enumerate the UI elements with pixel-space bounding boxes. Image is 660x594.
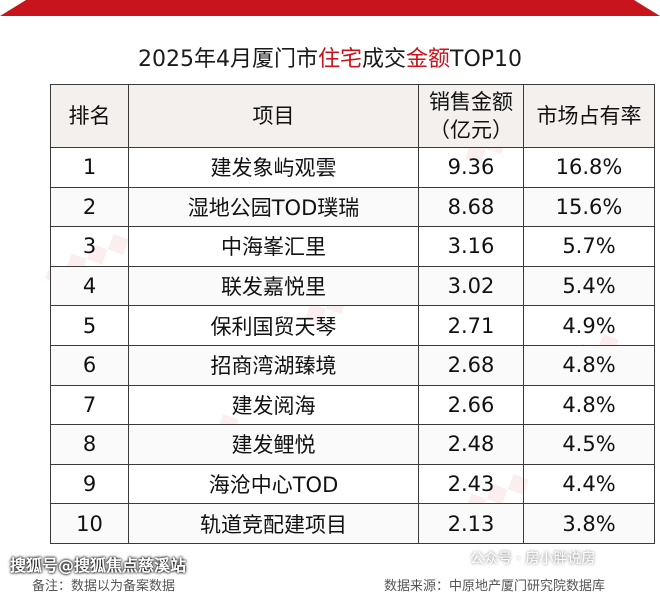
share-cell: 4.9%	[523, 305, 655, 346]
sales-cell: 8.68	[418, 186, 524, 228]
title-part3: 成交	[361, 47, 406, 72]
share-cell: 15.6%	[523, 186, 655, 228]
share-cell: 4.8%	[523, 384, 655, 426]
header-sales: 销售金额 （亿元）	[418, 84, 524, 148]
sales-cell: 2.68	[418, 344, 524, 386]
rank-cell: 2	[50, 186, 129, 228]
rank-cell: 7	[50, 384, 129, 426]
header-rank: 排名	[50, 84, 129, 148]
project-cell: 海沧中心TOD	[128, 463, 419, 505]
watermark-caption-left: 搜狐号@搜狐焦点慈溪站	[10, 556, 187, 575]
share-cell: 5.7%	[523, 226, 655, 267]
share-cell: 3.8%	[523, 503, 655, 544]
table-row: 6 招商湾湖臻境 2.68 4.8%	[50, 344, 655, 386]
share-cell: 4.4%	[523, 463, 655, 505]
banner-corner-right	[634, 0, 660, 16]
project-cell: 保利国贸天琴	[128, 305, 419, 346]
title-part4: 金额	[406, 47, 451, 72]
table-row: 10 轨道竞配建项目 2.13 3.8%	[50, 503, 655, 544]
page-title: 2025年4月厦门市住宅成交金额TOP10	[0, 40, 660, 80]
sales-cell: 2.13	[418, 503, 524, 544]
rank-cell: 6	[50, 344, 129, 386]
table-header-row: 排名 项目 销售金额 （亿元） 市场占有率	[50, 84, 655, 148]
table-row: 8 建发鲤悦 2.48 4.5%	[50, 424, 655, 465]
project-cell: 招商湾湖臻境	[128, 344, 419, 386]
sales-cell: 2.71	[418, 305, 524, 346]
title-part2: 住宅	[317, 47, 362, 72]
project-cell: 联发嘉悦里	[128, 265, 419, 307]
header-share: 市场占有率	[523, 84, 655, 148]
title-part5: TOP10	[450, 47, 523, 72]
banner-corner-left	[0, 0, 26, 16]
header-project: 项目	[128, 84, 419, 148]
table-row: 3 中海峯汇里 3.16 5.7%	[50, 226, 655, 267]
rank-cell: 5	[50, 305, 129, 346]
share-cell: 4.5%	[523, 424, 655, 465]
project-cell: 建发象屿观雲	[128, 147, 419, 188]
top-banner	[0, 0, 660, 26]
table-row: 4 联发嘉悦里 3.02 5.4%	[50, 265, 655, 307]
banner-stripe	[26, 0, 634, 16]
table-row: 9 海沧中心TOD 2.43 4.4%	[50, 463, 655, 505]
rank-cell: 10	[50, 503, 129, 544]
rank-cell: 1	[50, 147, 129, 188]
table-row: 7 建发阅海 2.66 4.8%	[50, 384, 655, 426]
sales-cell: 2.48	[418, 424, 524, 465]
rank-cell: 8	[50, 424, 129, 465]
share-cell: 4.8%	[523, 344, 655, 386]
title-part1: 2025年4月厦门市	[137, 47, 318, 72]
ranking-table: 排名 项目 销售金额 （亿元） 市场占有率 1 建发象屿观雲 9.36 16.8% 2 湿…	[50, 84, 655, 544]
rank-cell: 3	[50, 226, 129, 267]
sales-cell: 3.16	[418, 226, 524, 267]
table-row: 5 保利国贸天琴 2.71 4.9%	[50, 305, 655, 346]
project-cell: 建发阅海	[128, 384, 419, 426]
sales-cell: 2.43	[418, 463, 524, 505]
table-row: 1 建发象屿观雲 9.36 16.8%	[50, 147, 655, 188]
table-row: 2 湿地公园TOD璞瑞 8.68 15.6%	[50, 186, 655, 228]
share-cell: 5.4%	[523, 265, 655, 307]
rank-cell: 9	[50, 463, 129, 505]
sales-cell: 2.66	[418, 384, 524, 426]
watermark-caption-right: 公众号 · 房小胖说房	[470, 551, 596, 567]
project-cell: 建发鲤悦	[128, 424, 419, 465]
project-cell: 中海峯汇里	[128, 226, 419, 267]
share-cell: 16.8%	[523, 147, 655, 188]
project-cell: 湿地公园TOD璞瑞	[128, 186, 419, 228]
sales-cell: 9.36	[418, 147, 524, 188]
rank-cell: 4	[50, 265, 129, 307]
sales-cell: 3.02	[418, 265, 524, 307]
project-cell: 轨道竞配建项目	[128, 503, 419, 544]
